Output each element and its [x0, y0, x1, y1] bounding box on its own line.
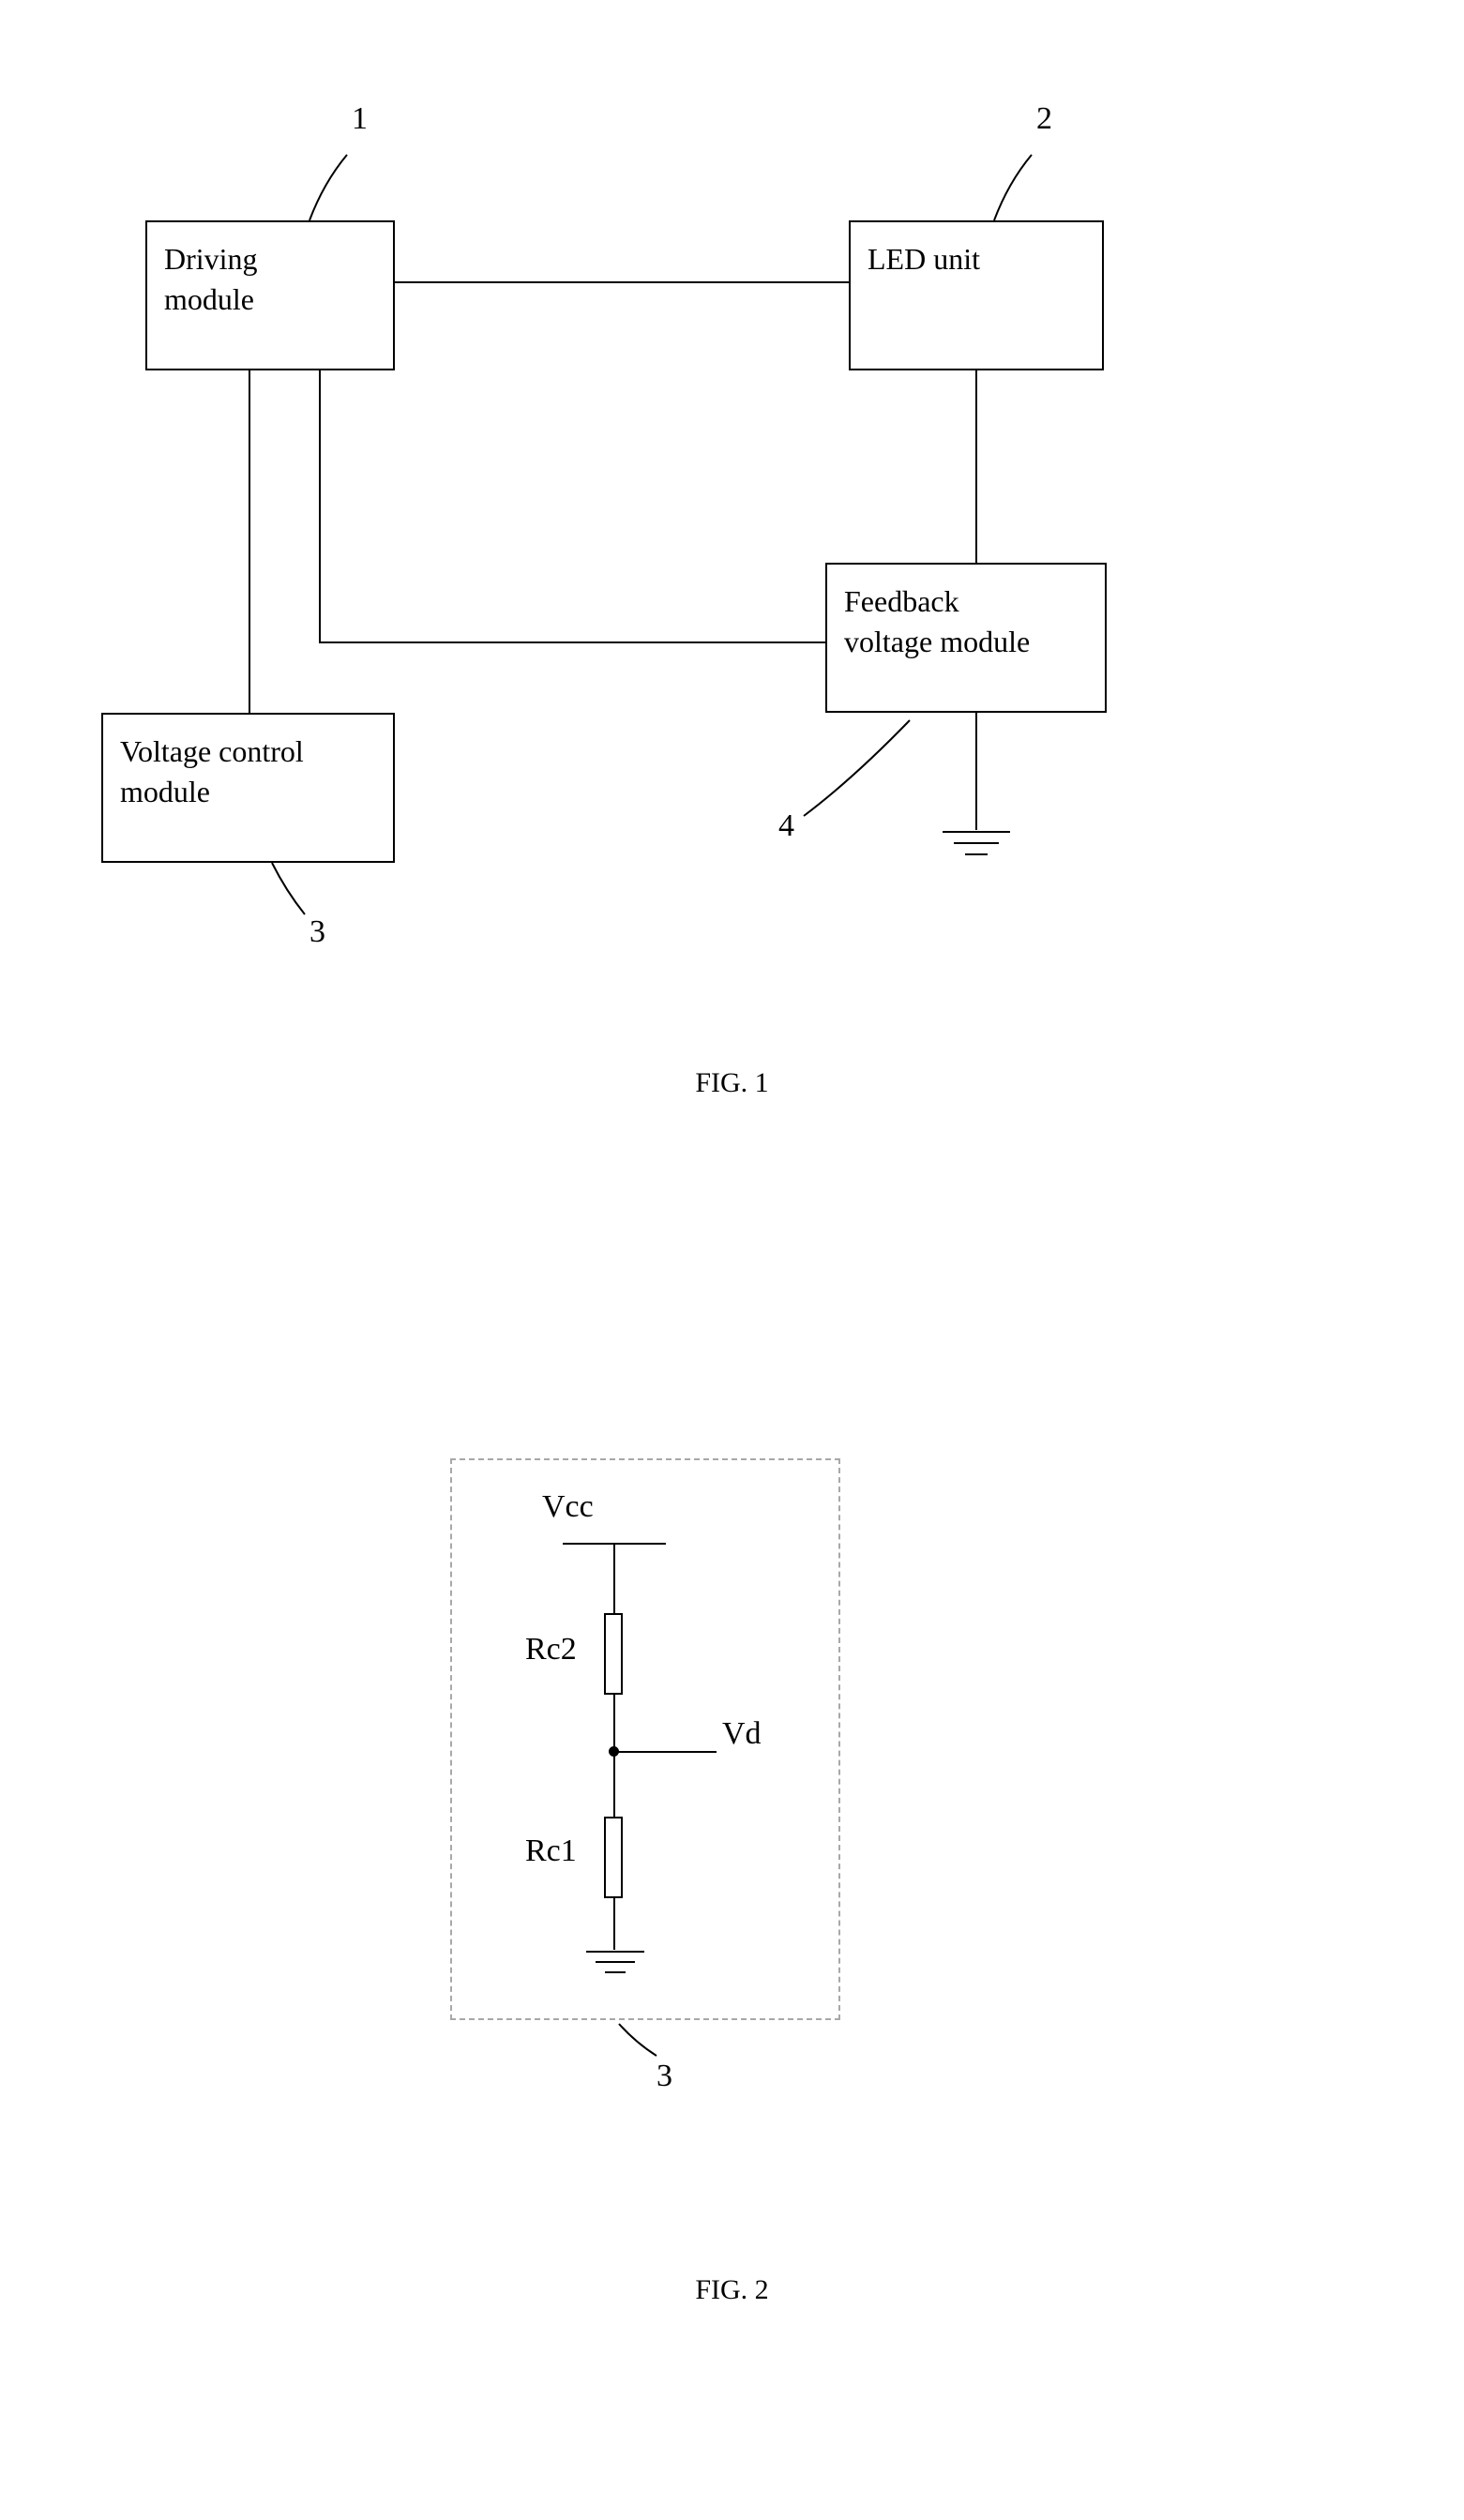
leader-fig2 — [0, 0, 1464, 2520]
fig2-container: Vcc Rc2 Rc1 Vd 3 FIG. 2 — [0, 0, 1464, 2520]
ref-fig2-3: 3 — [657, 2059, 672, 2094]
fig2-caption: FIG. 2 — [695, 2274, 768, 2306]
